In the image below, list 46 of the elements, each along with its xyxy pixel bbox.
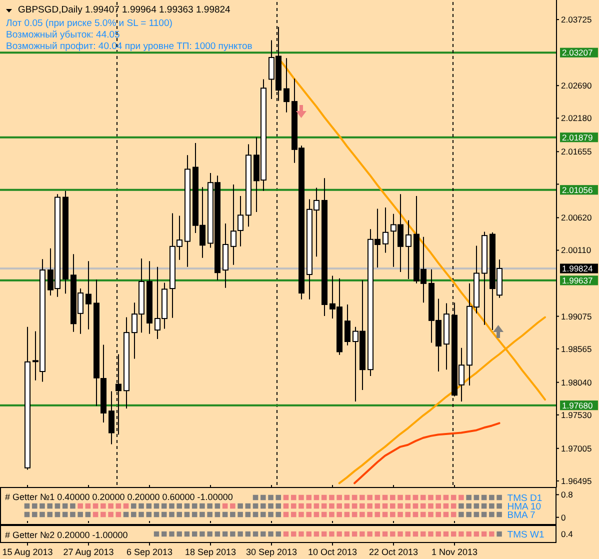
candlestick	[284, 58, 290, 113]
category-label: 6 Sep 2013	[126, 547, 173, 557]
y-tick-label: 2.03725	[561, 14, 592, 25]
y-tick-label: 2.00110	[561, 245, 592, 256]
series-label: BMA 7	[507, 510, 536, 521]
y-tick-label: 0	[561, 512, 566, 522]
candlestick	[108, 390, 114, 445]
annotation: Возможный профит: 40.04 при уровне ТП: 1000 пунктов	[6, 41, 252, 52]
y-tick-label: 1.96495	[561, 476, 592, 486]
candlestick	[344, 304, 350, 346]
category-label: 22 Oct 2013	[368, 547, 418, 557]
text: 0.4	[561, 528, 574, 539]
ref-line-label: 2.01056	[562, 184, 593, 195]
category-label: 30 Sep 2013	[246, 547, 298, 557]
chart-title: # Getter №1 0.40000 0.20000 0.20000 0.60000 -1.00000	[5, 492, 233, 502]
annotation: Возможный убыток: 44.05	[6, 30, 120, 40]
category-label: 1 Nov 2013	[431, 547, 478, 557]
candlestick	[382, 206, 388, 254]
y-tick-label: 1.99075	[561, 311, 592, 322]
text: TMS W1	[507, 529, 544, 540]
category-label: 27 Aug 2013	[63, 547, 114, 557]
ref-line-label: 1.99637	[562, 275, 593, 286]
category-label: 18 Sep 2013	[184, 547, 236, 557]
text: # Getter №2 0.20000 -1.00000	[5, 530, 128, 540]
ref-line-label: 2.01879	[562, 132, 593, 142]
y-tick-label: 1.98040	[561, 377, 592, 388]
y-tick-label: 1.97530	[561, 410, 592, 420]
ref-line-label: 2.03207	[562, 48, 593, 58]
chart-title: GBPSGD,Daily 1.99407 1.99964 1.99363 1.99824	[18, 4, 230, 16]
line-series	[354, 422, 500, 484]
y-tick-label: 2.00620	[561, 212, 592, 223]
y-tick-label: 1.97005	[561, 443, 592, 454]
annotation: Лот 0.05 (при риске 5.0% и SL = 1100)	[6, 18, 172, 29]
category-label: 15 Aug 2013	[2, 547, 53, 557]
y-tick-label: 2.01655	[561, 146, 592, 157]
ref-line-label: 1.99824	[562, 263, 593, 274]
y-tick-label: 2.02690	[561, 80, 592, 91]
y-tick-label: 0.8	[561, 490, 574, 500]
series-label: TMS D1	[507, 492, 542, 504]
y-tick-label: 2.02180	[561, 113, 592, 124]
candlestick	[86, 260, 92, 330]
candlestick	[406, 220, 412, 280]
y-tick-label: 1.98565	[561, 344, 592, 354]
ref-line-label: 1.97680	[562, 400, 593, 410]
series-label: HMA 10	[507, 501, 542, 512]
category-label: 10 Oct 2013	[308, 547, 358, 557]
